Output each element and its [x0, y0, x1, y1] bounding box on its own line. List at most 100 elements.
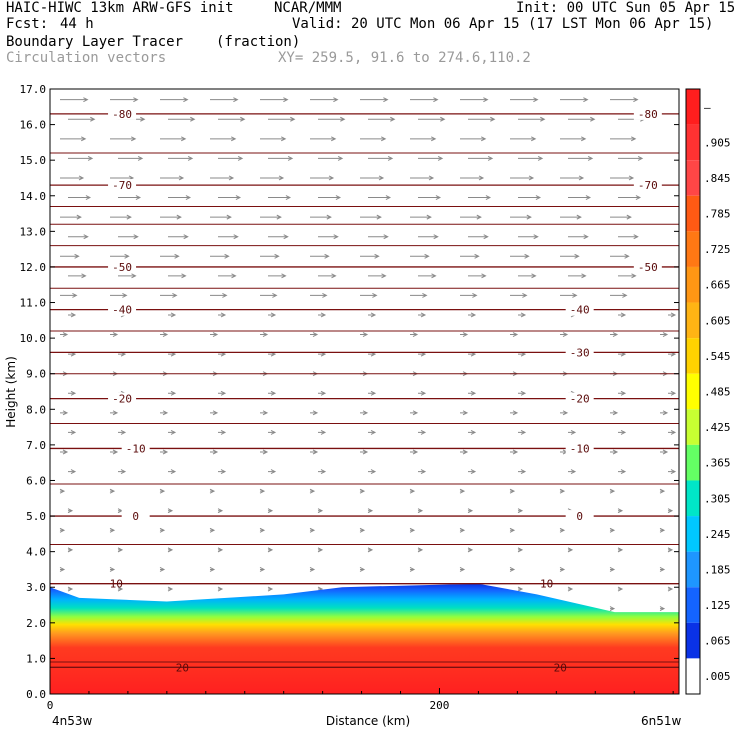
vector-arrow: [459, 488, 466, 494]
vector-arrow: [360, 449, 369, 455]
isotherm-label: -70: [638, 179, 658, 192]
vector-arrow: [267, 508, 274, 514]
vector-arrow: [409, 527, 416, 533]
isotherm-label-bg: [565, 442, 594, 455]
isotherm-label-bg: [565, 303, 594, 316]
vector-arrow: [310, 97, 339, 103]
vector-arrow: [167, 547, 174, 553]
vector-arrow: [618, 312, 627, 318]
colorbar-label: .245: [704, 528, 731, 541]
vector-arrow: [118, 469, 127, 475]
vector-arrow: [260, 410, 269, 416]
vector-arrow: [59, 566, 66, 572]
vector-arrow: [660, 410, 669, 416]
vector-arrow: [467, 547, 474, 553]
vector-arrow: [618, 273, 637, 279]
vector-arrow: [610, 175, 635, 181]
vector-arrow: [160, 292, 178, 298]
vectors-label: Circulation vectors: [6, 50, 167, 66]
vector-arrow: [310, 292, 328, 298]
vector-arrow: [517, 508, 524, 514]
vector-arrow: [217, 508, 224, 514]
x-right-endpoint: 6n51w: [641, 714, 682, 728]
vector-arrow: [268, 429, 277, 435]
vector-arrow: [668, 390, 677, 396]
fcst-label: Fcst:: [6, 16, 49, 32]
vector-arrow: [518, 429, 527, 435]
vector-arrow: [660, 449, 669, 455]
vector-arrow: [368, 195, 392, 200]
colorbar: – .905 .845 .785 .725 .665 .605 .545 .485 .425 .36…: [685, 88, 731, 695]
vector-arrow: [68, 429, 77, 435]
vector-arrow: [368, 469, 377, 475]
vector-arrow: [660, 332, 669, 338]
vector-arrow: [459, 566, 466, 572]
colorbar-label: –: [704, 101, 711, 114]
vector-arrow: [309, 527, 316, 533]
vector-arrow: [117, 547, 124, 553]
vector-arrow: [460, 253, 480, 259]
vector-arrow: [268, 155, 294, 161]
vector-arrow: [618, 155, 644, 161]
colorbar-label: .485: [704, 386, 731, 399]
vector-arrow: [168, 469, 177, 475]
vector-arrow: [310, 214, 332, 220]
fcst-value: 44 h: [60, 16, 94, 32]
org-label: NCAR/MMM: [274, 0, 342, 16]
vector-arrow: [510, 332, 519, 338]
isotherm-label: 0: [576, 510, 583, 523]
vector-arrow: [410, 410, 419, 416]
vector-arrow: [560, 214, 582, 220]
vector-arrow: [417, 508, 424, 514]
vector-arrow: [68, 195, 92, 200]
valid-time: Valid: 20 UTC Mon 06 Apr 15 (17 LST Mon …: [292, 16, 714, 32]
colorbar-swatch: [686, 444, 700, 481]
vector-arrow: [318, 234, 339, 240]
vector-arrow: [110, 332, 119, 338]
vector-arrow: [210, 292, 228, 298]
vector-arrow: [218, 429, 227, 435]
vector-arrow: [610, 214, 632, 220]
colorbar-frame: [685, 88, 701, 695]
vector-arrow: [368, 390, 377, 396]
vector-arrow: [268, 469, 277, 475]
vector-arrow: [68, 116, 96, 122]
vector-arrow: [567, 586, 574, 592]
y-tick-label: 7.0: [26, 439, 46, 452]
isotherm-label: -20: [112, 393, 132, 406]
vector-arrow: [60, 175, 85, 181]
vector-arrow: [260, 332, 269, 338]
vector-arrow: [559, 527, 566, 533]
vector-arrow: [117, 586, 124, 592]
vector-arrow: [517, 586, 524, 592]
vector-arrow: [67, 508, 74, 514]
vector-arrow: [259, 527, 266, 533]
vector-arrow: [560, 175, 585, 181]
vector-arrow: [109, 488, 116, 494]
vector-arrow: [210, 97, 239, 103]
vector-arrow: [68, 390, 77, 396]
y-tick-label: 0.0: [26, 688, 46, 701]
vector-arrow: [209, 566, 216, 572]
vector-arrow: [459, 527, 466, 533]
vector-arrow: [359, 566, 366, 572]
vector-arrow: [460, 292, 478, 298]
y-tick-label: 4.0: [26, 546, 46, 559]
vector-arrow: [318, 312, 327, 318]
vector-arrow: [218, 116, 246, 122]
vector-arrow: [460, 410, 469, 416]
colorbar-label: .665: [704, 279, 731, 292]
vector-arrow: [159, 527, 166, 533]
vector-arrow: [110, 97, 139, 103]
vector-arrow: [418, 469, 427, 475]
vector-arrow: [610, 449, 619, 455]
vector-arrow: [560, 410, 569, 416]
isotherm-label: -10: [570, 442, 590, 455]
isotherm-label: -80: [112, 108, 132, 121]
vector-arrow: [610, 410, 619, 416]
vector-arrow: [110, 410, 119, 416]
colorbar-label: .785: [704, 208, 731, 221]
vector-arrow: [160, 214, 182, 220]
vector-arrow: [168, 312, 177, 318]
vector-arrow: [218, 234, 239, 240]
